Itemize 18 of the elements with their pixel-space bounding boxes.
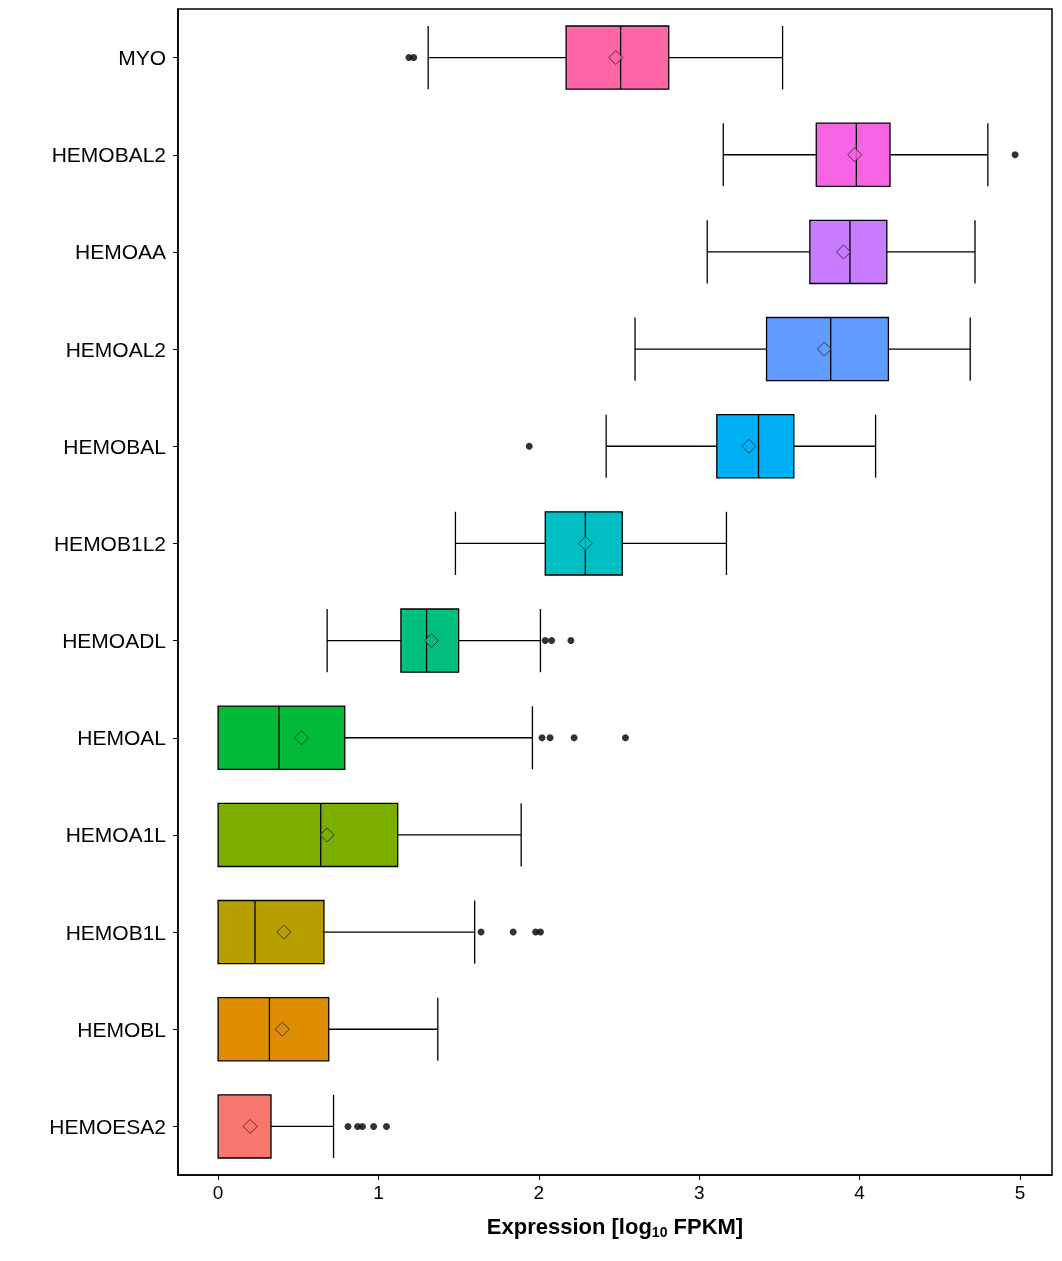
y-tick-label: HEMOB1L [65, 920, 166, 944]
y-tick-label: HEMOAA [74, 240, 166, 264]
y-tick-label: HEMOESA2 [49, 1114, 166, 1138]
x-tick-label: 0 [212, 1182, 224, 1203]
x-tick-label: 2 [533, 1182, 545, 1203]
y-tick-label: HEMOADL [62, 629, 166, 653]
y-tick-label: MYO [118, 46, 166, 70]
y-tick-label: HEMOAL2 [65, 337, 166, 361]
x-tick-label: 5 [1014, 1182, 1026, 1203]
x-tick-label: 1 [373, 1182, 384, 1203]
y-tick-label: HEMOBL [77, 1017, 166, 1041]
y-tick-label: HEMOAL [77, 726, 166, 750]
x-tick-label: 3 [693, 1182, 705, 1203]
y-tick-label: HEMOB1L2 [53, 531, 166, 555]
x-tick-label: 4 [854, 1182, 866, 1203]
y-tick-label: HEMOBAL2 [51, 143, 166, 167]
y-tick-label: HEMOBAL [63, 434, 166, 458]
y-tick-label: HEMOA1L [65, 823, 166, 847]
